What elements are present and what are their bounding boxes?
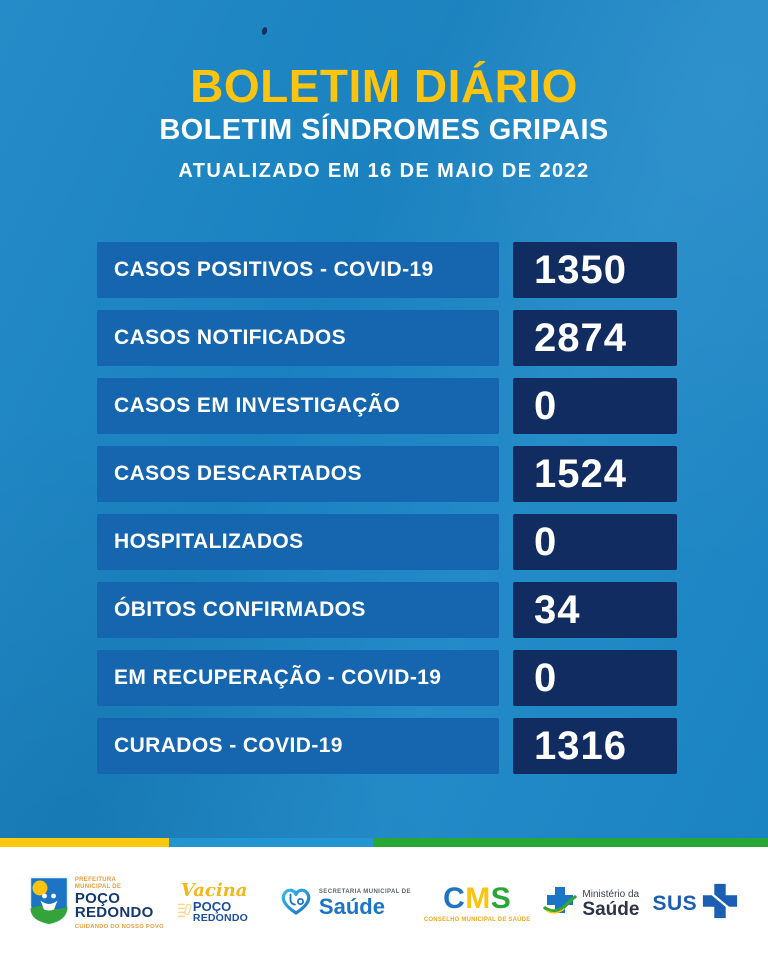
stat-label: CURADOS - COVID-19: [97, 718, 499, 774]
stat-label: ÓBITOS CONFIRMADOS: [97, 582, 499, 638]
vacina-script-text: Vacina: [180, 879, 248, 901]
stat-value: 1350: [513, 242, 677, 298]
stat-label: CASOS NOTIFICADOS: [97, 310, 499, 366]
sus-cross-icon: [701, 882, 739, 925]
prefeitura-name-line2: REDONDO: [74, 904, 154, 922]
table-row: HOSPITALIZADOS 0: [97, 514, 677, 570]
stats-table: CASOS POSITIVOS - COVID-19 1350 CASOS NO…: [97, 242, 677, 786]
sus-text: SUS: [652, 891, 698, 915]
secretaria-big-line: Saúde: [318, 893, 385, 919]
vacina-name: POÇO REDONDO: [193, 900, 248, 924]
stripe-yellow: [0, 838, 169, 847]
stat-value: 0: [513, 650, 677, 706]
ministerio-small-line: Ministério da: [582, 888, 640, 900]
prefeitura-tagline: CUIDANDO DO NOSSO POVO: [74, 923, 164, 930]
secretaria-small-line: SECRETARIA MUNICIPAL DE: [318, 888, 411, 895]
stat-value: 0: [513, 514, 677, 570]
ink-speck: [261, 26, 268, 36]
page-subtitle: BOLETIM SÍNDROMES GRIPAIS: [159, 114, 609, 146]
cms-logo: C M S CONSELHO MUNICIPAL DE SAÚDE: [423, 884, 531, 924]
ministerio-saude-logo: Ministério da Saúde: [543, 885, 639, 922]
stat-value: 2874: [513, 310, 677, 366]
stat-value: 1316: [513, 718, 677, 774]
stat-label: CASOS POSITIVOS - COVID-19: [97, 242, 499, 298]
vacina-name-line2: REDONDO: [192, 912, 248, 925]
table-row: EM RECUPERAÇÃO - COVID-19 0: [97, 650, 677, 706]
syringe-icon: [177, 899, 193, 926]
footer-logos: PREFEITURA MUNICIPAL DE POÇO REDONDO CUI…: [0, 847, 768, 960]
prefeitura-name-line1: POÇO: [74, 889, 121, 907]
cms-subtitle: CONSELHO MUNICIPAL DE SAÚDE: [423, 917, 531, 923]
cms-letter-c: C: [443, 882, 466, 915]
prefeitura-text: PREFEITURA MUNICIPAL DE POÇO REDONDO CUI…: [75, 877, 164, 930]
vacina-logo: Vacina POÇO REDONDO: [177, 879, 265, 926]
page-title: BOLETIM DIÁRIO: [190, 60, 578, 112]
table-row: ÓBITOS CONFIRMADOS 34: [97, 582, 677, 638]
stripe-blue: [169, 838, 373, 847]
stat-value: 34: [513, 582, 677, 638]
ministerio-text: Ministério da Saúde: [582, 889, 639, 919]
header: BOLETIM DIÁRIO BOLETIM SÍNDROMES GRIPAIS…: [0, 62, 768, 184]
vacina-name-line1: POÇO: [192, 899, 232, 915]
table-row: CASOS EM INVESTIGAÇÃO 0: [97, 378, 677, 434]
sus-logo: SUS: [652, 882, 739, 925]
vacina-bottom: POÇO REDONDO: [177, 899, 248, 926]
stat-label: CASOS EM INVESTIGAÇÃO: [97, 378, 499, 434]
table-row: CASOS DESCARTADOS 1524: [97, 446, 677, 502]
prefeitura-logo: PREFEITURA MUNICIPAL DE POÇO REDONDO CUI…: [29, 876, 164, 931]
tricolor-stripe: [0, 838, 768, 847]
stat-label: HOSPITALIZADOS: [97, 514, 499, 570]
ministerio-big-line: Saúde: [582, 898, 640, 920]
table-row: CASOS NOTIFICADOS 2874: [97, 310, 677, 366]
secretaria-text: SECRETARIA MUNICIPAL DE Saúde: [319, 889, 411, 918]
heart-stethoscope-icon: [278, 885, 314, 922]
prefeitura-crest-icon: [29, 876, 69, 931]
stat-label: EM RECUPERAÇÃO - COVID-19: [97, 650, 499, 706]
cms-letter-s: S: [490, 882, 512, 915]
table-row: CURADOS - COVID-19 1316: [97, 718, 677, 774]
secretaria-saude-logo: SECRETARIA MUNICIPAL DE Saúde: [278, 885, 411, 922]
stat-value: 1524: [513, 446, 677, 502]
stat-label: CASOS DESCARTADOS: [97, 446, 499, 502]
cms-letters: C M S: [443, 884, 511, 914]
stat-value: 0: [513, 378, 677, 434]
cms-letter-m: M: [465, 882, 491, 915]
health-cross-icon: [543, 885, 578, 922]
prefeitura-small-line: PREFEITURA MUNICIPAL DE: [74, 877, 122, 891]
table-row: CASOS POSITIVOS - COVID-19 1350: [97, 242, 677, 298]
updated-date: ATUALIZADO EM 16 DE MAIO DE 2022: [178, 160, 590, 182]
stripe-green: [373, 838, 768, 847]
